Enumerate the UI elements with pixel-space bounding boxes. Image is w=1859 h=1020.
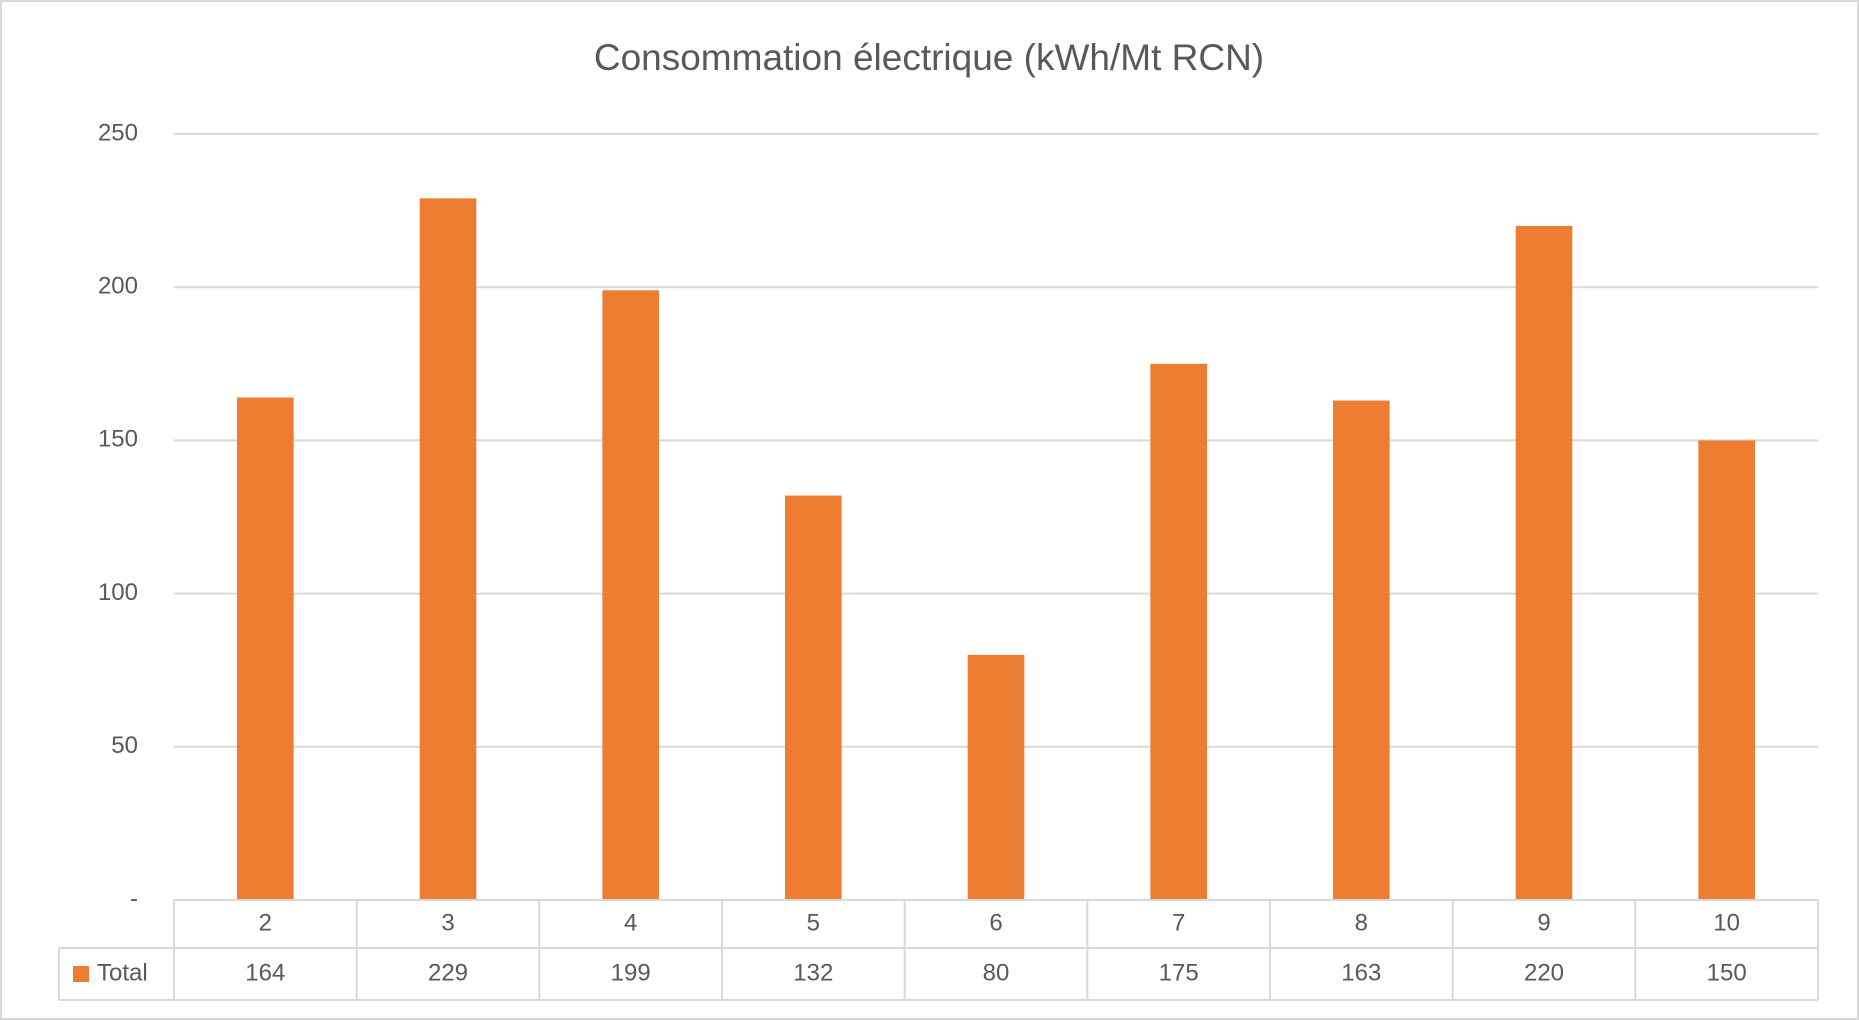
legend-label: Total [97,959,148,986]
x-tick-label: 3 [441,909,454,936]
legend-swatch [73,966,89,982]
bar [419,198,477,900]
x-tick-label: 8 [1355,909,1368,936]
y-tick-label: 50 [111,732,138,759]
bar [1333,400,1390,900]
y-tick-label: - [130,885,138,912]
bar [1515,225,1573,901]
table-value: 163 [1341,959,1381,986]
chart-title: Consommation électrique (kWh/Mt RCN) [594,37,1264,78]
y-tick-label: 150 [98,426,138,453]
x-tick-label: 6 [989,909,1002,936]
bar [602,290,659,900]
x-tick-label: 9 [1537,909,1550,936]
x-tick-label: 10 [1713,909,1740,936]
y-tick-label: 100 [98,579,138,606]
bar [1150,363,1207,900]
x-tick-label: 4 [624,909,637,936]
table-value: 164 [245,959,285,986]
table-value: 199 [611,959,651,986]
x-tick-label: 5 [807,909,820,936]
y-tick-label: 250 [98,119,138,146]
x-tick-label: 7 [1172,909,1185,936]
bar [1698,440,1755,900]
bar [237,397,294,900]
x-tick-label: 2 [259,909,272,936]
y-tick-label: 200 [98,273,138,300]
table-value: 229 [428,959,468,986]
table-value: 132 [793,959,833,986]
table-value: 150 [1707,959,1747,986]
table-value: 175 [1159,959,1199,986]
table-value: 80 [983,959,1010,986]
bar [967,654,1025,900]
table-value: 220 [1524,959,1564,986]
bar [785,495,842,900]
